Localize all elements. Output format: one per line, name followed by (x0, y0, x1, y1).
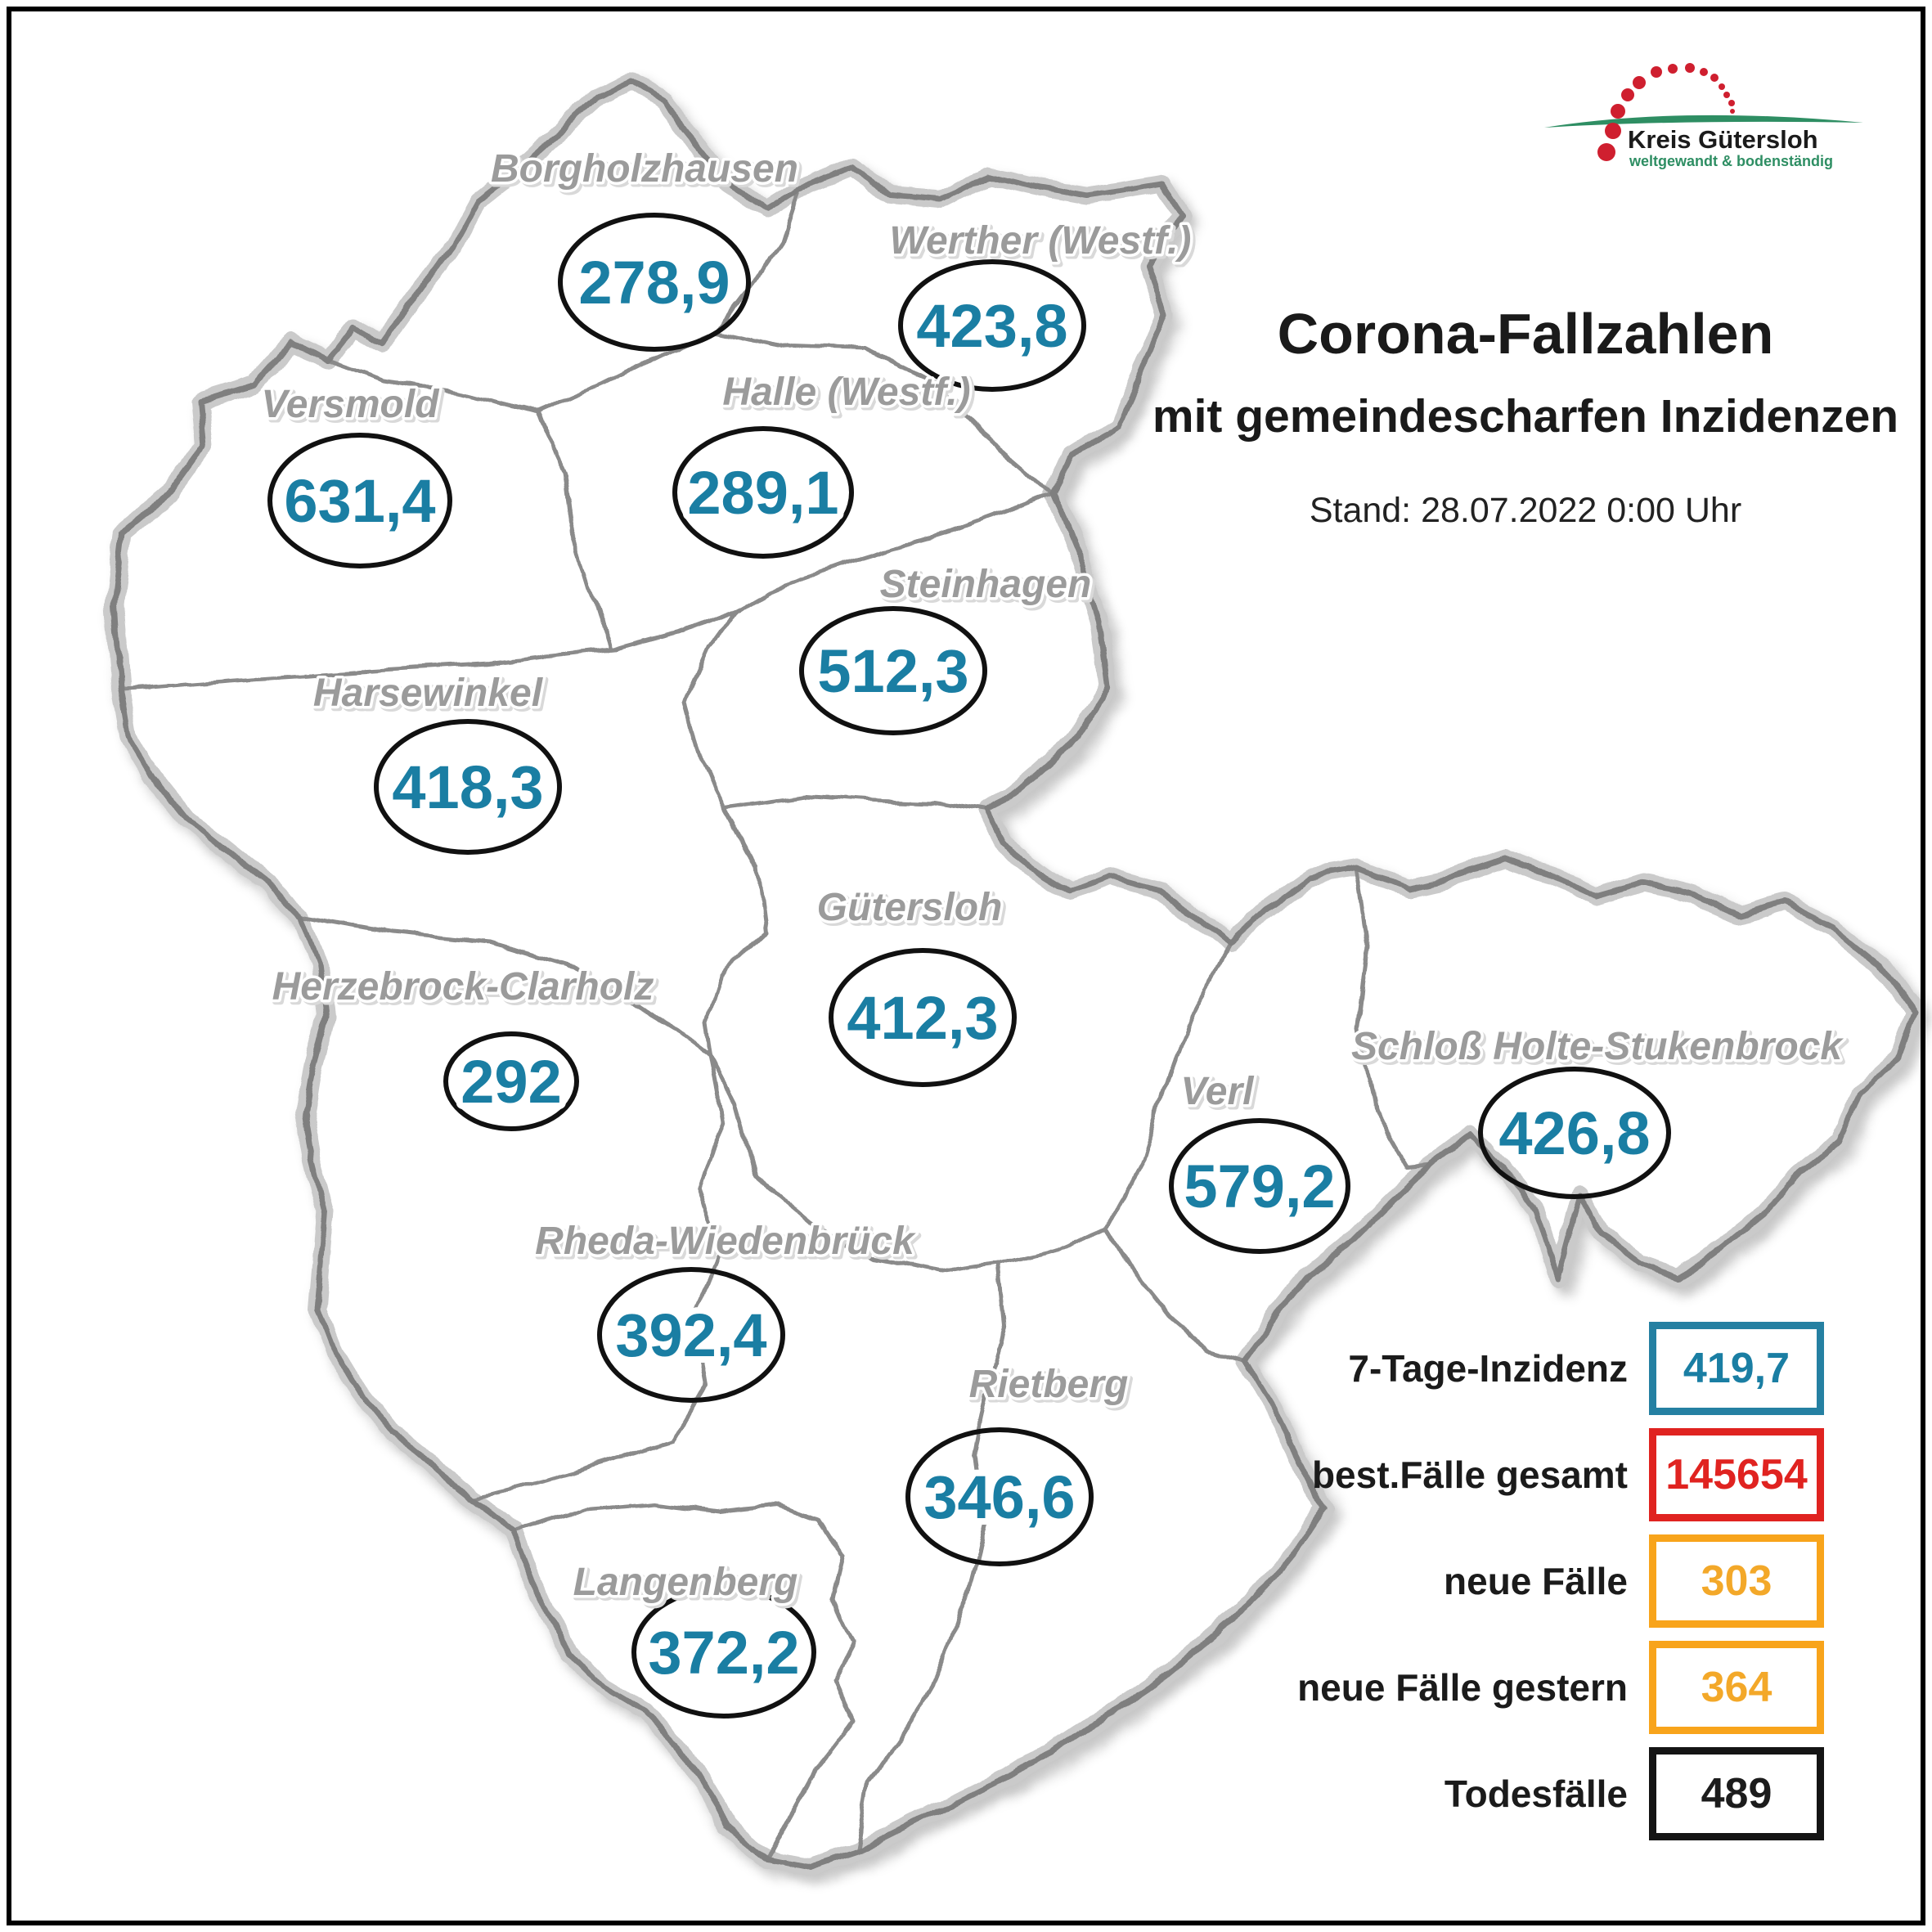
municipality-label: Herzebrock-Clarholz (272, 965, 654, 1009)
incidence-ellipse (558, 213, 751, 352)
municipality-label: Halle (Westf.) (722, 371, 970, 414)
logo-tagline: weltgewandt & bodenständig (1629, 153, 1834, 169)
municipality-label: Werther (Westf.) (890, 219, 1192, 263)
municipality-label: Versmold (262, 383, 441, 426)
incidence-value: 579,2 (1184, 1152, 1335, 1220)
legend-row: best.Fälle gesamt 145654 (1170, 1422, 1824, 1528)
legend-label: best.Fälle gesamt (1311, 1453, 1628, 1496)
municipality-label: Harsewinkel (313, 672, 544, 715)
page-subtitle: mit gemeindescharfen Inzidenzen (1152, 390, 1899, 443)
incidence-ellipse (799, 606, 987, 735)
municipal-borders (120, 187, 1432, 1861)
incidence-value: 426,8 (1498, 1099, 1650, 1167)
incidence-value: 418,3 (392, 753, 543, 821)
incidence-value: 292 (461, 1048, 561, 1116)
legend-value: 303 (1701, 1557, 1772, 1605)
incidence-value: 412,3 (847, 984, 998, 1052)
legend-label: neue Fälle gestern (1297, 1666, 1628, 1709)
legend-label: 7-Tage-Inzidenz (1348, 1347, 1628, 1390)
district-outline (111, 79, 1917, 1870)
key-figures-legend: 7-Tage-Inzidenz 419,7 best.Fälle gesamt 145… (1170, 1315, 1824, 1847)
title-block: Corona-Fallzahlen mit gemeindescharfen I… (1137, 301, 1914, 531)
incidence-value: 631,4 (284, 467, 435, 535)
incidence-ellipse (829, 948, 1017, 1087)
municipality-label: Borgholzhausen (491, 147, 798, 191)
incidence-value: 423,8 (916, 292, 1067, 360)
municipality-label: Schloß Holte-Stukenbrock (1351, 1025, 1844, 1068)
legend-row: neue Fälle 303 (1170, 1528, 1824, 1634)
incidence-ellipse (443, 1031, 579, 1131)
municipality-label: Rietberg (969, 1363, 1129, 1406)
legend-value: 489 (1701, 1770, 1772, 1817)
kreis-guetersloh-logo: Kreis Gütersloh weltgewandt & bodenständ… (1513, 61, 1922, 184)
incidence-value: 346,6 (923, 1463, 1075, 1531)
incidence-value: 278,9 (578, 249, 730, 317)
municipality-label: Langenberg (573, 1561, 798, 1604)
incidence-value: 289,1 (687, 459, 838, 527)
logo-name: Kreis Gütersloh (1628, 125, 1818, 154)
legend-value: 145654 (1665, 1451, 1808, 1498)
status-date: Stand: 28.07.2022 0:00 Uhr (1309, 491, 1742, 530)
logo-swoosh (1544, 115, 1863, 128)
legend-row: Todesfälle 489 (1170, 1741, 1824, 1847)
logo-graphic (1544, 63, 1863, 161)
legend-value: 364 (1701, 1664, 1772, 1711)
legend-value: 419,7 (1683, 1345, 1790, 1392)
district-boundaries (106, 73, 1923, 1876)
incidence-ellipse (898, 259, 1086, 392)
incidence-value: 392,4 (615, 1301, 766, 1369)
incidence-ellipse (1478, 1067, 1671, 1199)
incidence-ellipse (631, 1586, 816, 1719)
legend-value-box: 419,7 (1649, 1322, 1824, 1415)
municipality-layer: Borgholzhausen 278,9 Werther (Westf.) 423,8… (258, 145, 1847, 1719)
legend-label: Todesfälle (1444, 1772, 1628, 1815)
municipality-label: Gütersloh (817, 886, 1003, 929)
logo-dot-arc (1597, 63, 1735, 161)
legend-value-box: 145654 (1649, 1428, 1824, 1521)
incidence-value: 372,2 (648, 1619, 799, 1687)
legend-row: 7-Tage-Inzidenz 419,7 (1170, 1315, 1824, 1422)
page-title: Corona-Fallzahlen (1277, 302, 1774, 366)
incidence-ellipse (672, 426, 854, 559)
incidence-ellipse (374, 719, 562, 855)
incidence-value: 512,3 (817, 637, 968, 705)
incidence-ellipse (267, 433, 452, 568)
legend-label: neue Fälle (1444, 1560, 1628, 1602)
incidence-ellipse (1169, 1118, 1350, 1254)
municipality-label: Rheda-Wiedenbrück (535, 1220, 916, 1263)
municipality-label: Steinhagen (880, 563, 1092, 606)
legend-value-box: 489 (1649, 1747, 1824, 1840)
municipality-label: Verl (1181, 1070, 1256, 1113)
legend-row: neue Fälle gestern 364 (1170, 1634, 1824, 1741)
incidence-ellipse (905, 1427, 1094, 1566)
incidence-ellipse (597, 1267, 785, 1403)
legend-value-box: 303 (1649, 1534, 1824, 1628)
legend-value-box: 364 (1649, 1641, 1824, 1734)
